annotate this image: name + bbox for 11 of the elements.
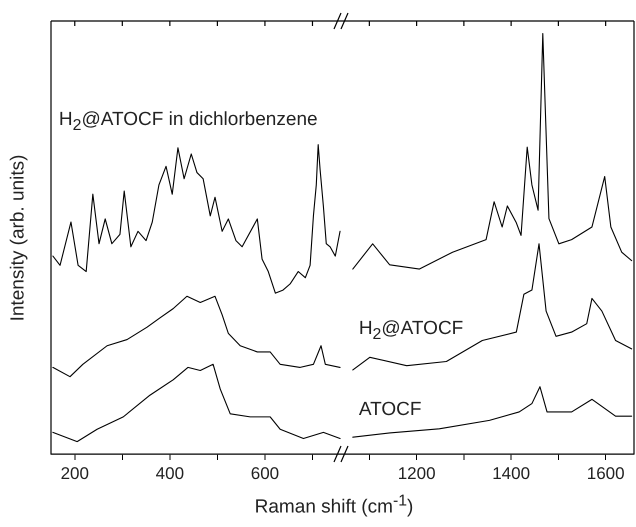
x-tick-label: 1200: [398, 464, 436, 483]
y-axis-title: Intensity (arb. units): [8, 154, 28, 321]
series-label: H$_{2}$@ATOCF in dichlorbenzene: [58, 108, 318, 134]
series-label: H$_{2}$@ATOCF: [358, 318, 464, 344]
x-axis-title: Raman shift (cm$^{-1}$): [254, 492, 414, 518]
x-tick-label: 400: [156, 464, 184, 483]
x-tick-label: 1400: [492, 464, 530, 483]
x-tick-label: 200: [60, 464, 89, 483]
x-tick-label: 1600: [586, 464, 625, 483]
x-tick-label: 600: [250, 464, 280, 483]
series-label: ATOCF: [358, 398, 422, 420]
